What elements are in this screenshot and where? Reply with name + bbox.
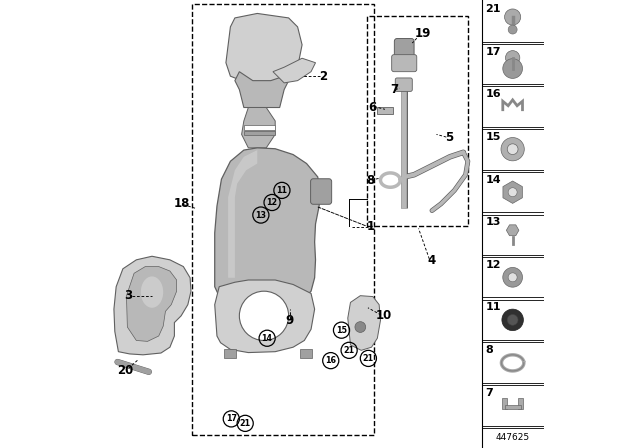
FancyBboxPatch shape (392, 55, 417, 72)
Circle shape (355, 322, 365, 332)
Text: 21: 21 (344, 346, 355, 355)
Polygon shape (226, 13, 302, 85)
Circle shape (508, 25, 517, 34)
Bar (224, 349, 236, 358)
Bar (300, 349, 312, 358)
Bar (482, 170, 544, 215)
Text: 3: 3 (125, 289, 132, 302)
Bar (244, 125, 275, 130)
Bar (482, 127, 544, 172)
Polygon shape (506, 225, 519, 236)
Text: 7: 7 (390, 83, 398, 96)
Text: 21: 21 (239, 419, 251, 428)
Text: 11: 11 (485, 302, 501, 312)
Polygon shape (503, 181, 522, 203)
Polygon shape (348, 296, 380, 350)
Text: 13: 13 (255, 211, 266, 220)
Text: 12: 12 (266, 198, 278, 207)
Text: 2: 2 (319, 69, 328, 83)
FancyBboxPatch shape (394, 39, 414, 62)
Ellipse shape (141, 276, 163, 308)
Text: 1: 1 (367, 220, 375, 233)
Bar (518, 398, 524, 409)
Circle shape (501, 138, 524, 161)
Circle shape (503, 59, 522, 78)
Text: 4: 4 (428, 254, 436, 267)
Text: 10: 10 (376, 309, 392, 323)
Bar (482, 297, 544, 342)
Bar (482, 212, 544, 257)
Text: 9: 9 (285, 314, 294, 327)
Text: 21: 21 (363, 354, 374, 363)
FancyBboxPatch shape (310, 179, 332, 204)
Text: 13: 13 (485, 217, 500, 227)
Polygon shape (114, 256, 191, 355)
Polygon shape (235, 72, 289, 108)
Bar (482, 426, 544, 448)
Bar (482, 340, 544, 385)
Text: 447625: 447625 (495, 433, 530, 442)
Text: 11: 11 (276, 186, 287, 195)
Text: 8: 8 (366, 174, 374, 188)
Text: 6: 6 (369, 101, 377, 114)
Text: 16: 16 (325, 356, 336, 365)
Polygon shape (127, 267, 177, 341)
Text: 17: 17 (485, 47, 501, 56)
Text: 14: 14 (485, 175, 501, 185)
Text: 8: 8 (485, 345, 493, 355)
Text: 14: 14 (262, 334, 273, 343)
Text: 16: 16 (485, 89, 501, 99)
Polygon shape (273, 58, 316, 83)
Polygon shape (228, 150, 257, 278)
Text: 15: 15 (336, 326, 347, 335)
Bar (502, 398, 508, 409)
Circle shape (239, 291, 289, 340)
Circle shape (508, 188, 517, 197)
Bar (367, 16, 468, 226)
Polygon shape (215, 280, 315, 353)
Bar (482, 84, 544, 129)
Bar (482, 0, 544, 44)
Text: 19: 19 (415, 27, 431, 40)
Circle shape (508, 314, 518, 325)
Bar (244, 131, 275, 135)
Circle shape (506, 51, 520, 65)
Bar (504, 405, 521, 409)
Text: 12: 12 (485, 260, 501, 270)
Text: 7: 7 (485, 388, 493, 398)
Bar (482, 255, 544, 300)
Text: 17: 17 (226, 414, 237, 423)
Polygon shape (242, 108, 275, 148)
Bar (192, 4, 374, 435)
Text: 20: 20 (117, 363, 133, 377)
Polygon shape (215, 148, 320, 309)
Text: 18: 18 (174, 197, 190, 210)
Text: 5: 5 (445, 131, 453, 144)
Text: 21: 21 (485, 4, 501, 14)
Bar (378, 107, 393, 114)
Circle shape (508, 273, 517, 282)
Text: 15: 15 (485, 132, 500, 142)
Bar (482, 383, 544, 428)
Circle shape (508, 144, 518, 155)
Bar (482, 42, 544, 86)
Circle shape (504, 9, 521, 25)
Circle shape (503, 267, 522, 287)
FancyBboxPatch shape (396, 78, 412, 91)
Circle shape (502, 309, 524, 331)
